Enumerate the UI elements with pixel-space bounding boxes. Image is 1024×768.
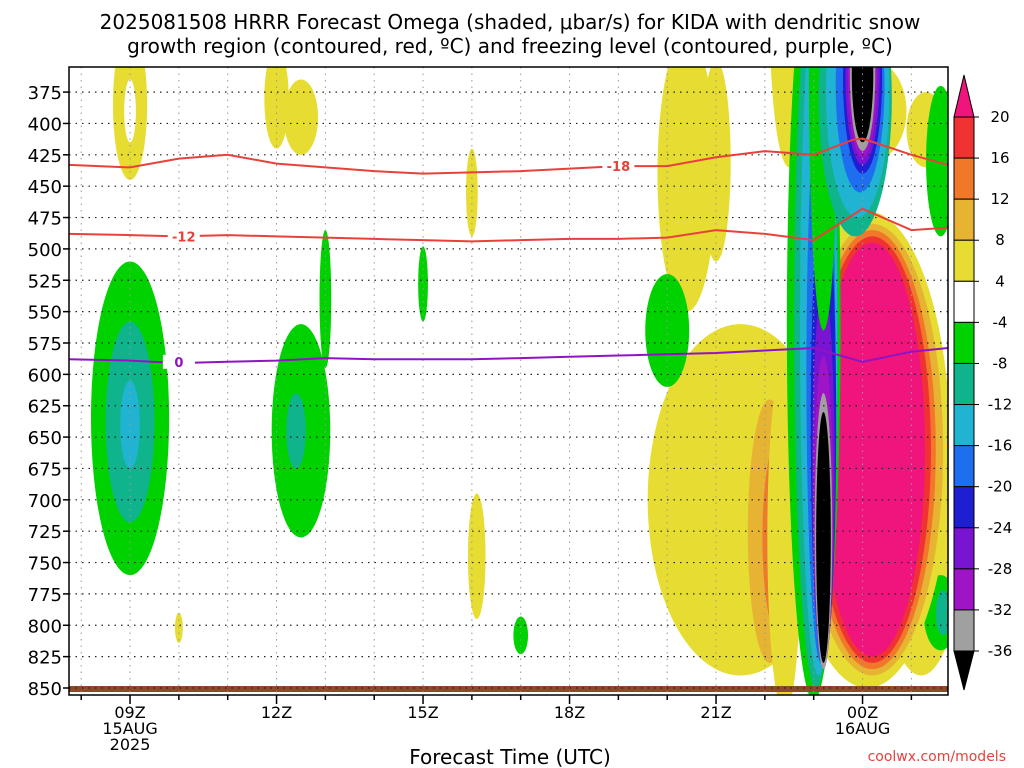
colorbar-swatch-10 [953,486,975,529]
omega-region-8 [701,67,731,262]
x-tick-label-24-0: 00Z [847,703,878,722]
colorbar-swatch-5 [953,280,975,323]
temperature-contours: -18 -12 0 [69,137,948,371]
contour-label-bg--18 [602,159,635,174]
omega-region-44 [816,412,831,663]
contour-label-bg-0 [162,354,195,369]
y-tick-label-600: 600 [28,365,62,386]
x-tick-label-12-0: 12Z [261,703,292,722]
y-tick-label-450: 450 [28,177,62,198]
colorbar-swatch-3 [953,198,975,241]
colorbar: 20 16 12 8 4 -4 -8 -12 -16 -20 -24 -28 -32 -36 [953,74,1013,691]
omega-region-6 [174,612,183,643]
x-tick-label-9-1: 15AUG [102,719,157,738]
omega-region-21 [645,274,690,387]
omega-shaded-field [90,67,948,695]
y-tick-label-525: 525 [28,271,62,292]
y-tick-label-500: 500 [28,240,62,261]
x-tick-label-18-0: 18Z [554,703,585,722]
colorbar-label-11: -28 [988,560,1013,578]
contour-label--18: -18 [607,160,631,175]
omega-region-18 [286,393,306,469]
contour-label--12: -12 [172,230,196,245]
y-tick-label-750: 750 [28,554,62,575]
plot-frame [68,66,949,696]
y-tick-label-775: 775 [28,585,62,606]
omega-region-19 [319,230,332,369]
colorbar-label-1: 16 [990,149,1009,167]
colorbar-label-5: -4 [993,313,1008,331]
contour-label-bg--12 [167,229,200,244]
colorbar-swatch-9 [953,445,975,488]
y-tick-label-675: 675 [28,459,62,480]
colorbar-swatch-12 [953,568,975,611]
y-tick-label-375: 375 [28,83,62,104]
colorbar-swatch-7 [953,362,975,406]
y-tick-label-850: 850 [28,679,62,700]
y-tick-label-700: 700 [28,491,62,512]
contour-line--12 [69,207,948,243]
colorbar-label-13: -36 [988,642,1013,660]
colorbar-swatch-1 [953,116,975,159]
colorbar-label-0: 20 [990,108,1009,126]
x-tick-label-9-0: 09Z [114,703,145,722]
y-tick-label-650: 650 [28,428,62,449]
omega-region-2 [264,67,289,149]
y-tick-label-725: 725 [28,522,62,543]
contour-line-0 [69,346,948,365]
chart-title-line2: growth region (contoured, red, ºC) and f… [127,34,893,58]
x-tick-label-21-0: 21Z [700,703,731,722]
omega-region-25 [935,590,948,636]
y-tick-label-825: 825 [28,648,62,669]
omega-region-5 [467,493,486,619]
y-tick-label-550: 550 [28,303,62,324]
ground-surface [69,686,948,692]
contour-line--18 [69,137,948,175]
colorbar-swatch-4 [953,239,975,282]
x-tick-label-15-0: 15Z [407,703,438,722]
colorbar-swatch-13 [953,609,975,652]
colorbar-label-10: -24 [988,519,1013,537]
omega-region-4 [466,148,478,237]
omega-region-3 [283,79,319,155]
colorbar-label-7: -12 [988,396,1013,414]
colorbar-swatch-14 [953,650,975,691]
credit-text: coolwx.com/models [868,749,1006,765]
y-tick-label-575: 575 [28,334,62,355]
grid-lines [69,67,948,695]
colorbar-label-4: 4 [995,272,1005,290]
omega-region-23 [926,85,948,237]
x-tick-label-9-2: 2025 [110,735,151,754]
y-tick-label-800: 800 [28,616,62,637]
colorbar-swatch-2 [953,157,975,200]
omega-region-1 [124,79,136,143]
colorbar-label-9: -20 [988,478,1013,496]
chart-title-line1: 2025081508 HRRR Forecast Omega (shaded, … [100,10,921,34]
colorbar-swatch-8 [953,404,975,447]
y-tick-label-400: 400 [28,114,62,135]
y-axis: 375 400 425 450 475 500 525 550 575 600 625 650 675 7… [28,83,69,700]
omega-region-34 [819,242,926,657]
colorbar-swatch-6 [953,321,975,364]
y-tick-label-625: 625 [28,397,62,418]
y-tick-label-425: 425 [28,146,62,167]
omega-region-53 [851,67,874,143]
omega-region-20 [418,246,428,322]
y-tick-label-475: 475 [28,209,62,230]
colorbar-swatch-0 [953,74,975,118]
colorbar-label-3: 8 [995,231,1005,249]
x-tick-label-24-1: 16AUG [835,719,890,738]
colorbar-label-2: 12 [990,190,1009,208]
omega-region-22 [513,616,529,655]
colorbar-label-8: -16 [988,437,1013,455]
colorbar-label-6: -8 [993,354,1008,372]
colorbar-swatch-11 [953,527,975,570]
x-axis-label: Forecast Time (UTC) [409,745,611,768]
colorbar-label-12: -32 [988,601,1013,619]
omega-region-7 [657,67,717,312]
contour-label-0: 0 [174,356,183,371]
